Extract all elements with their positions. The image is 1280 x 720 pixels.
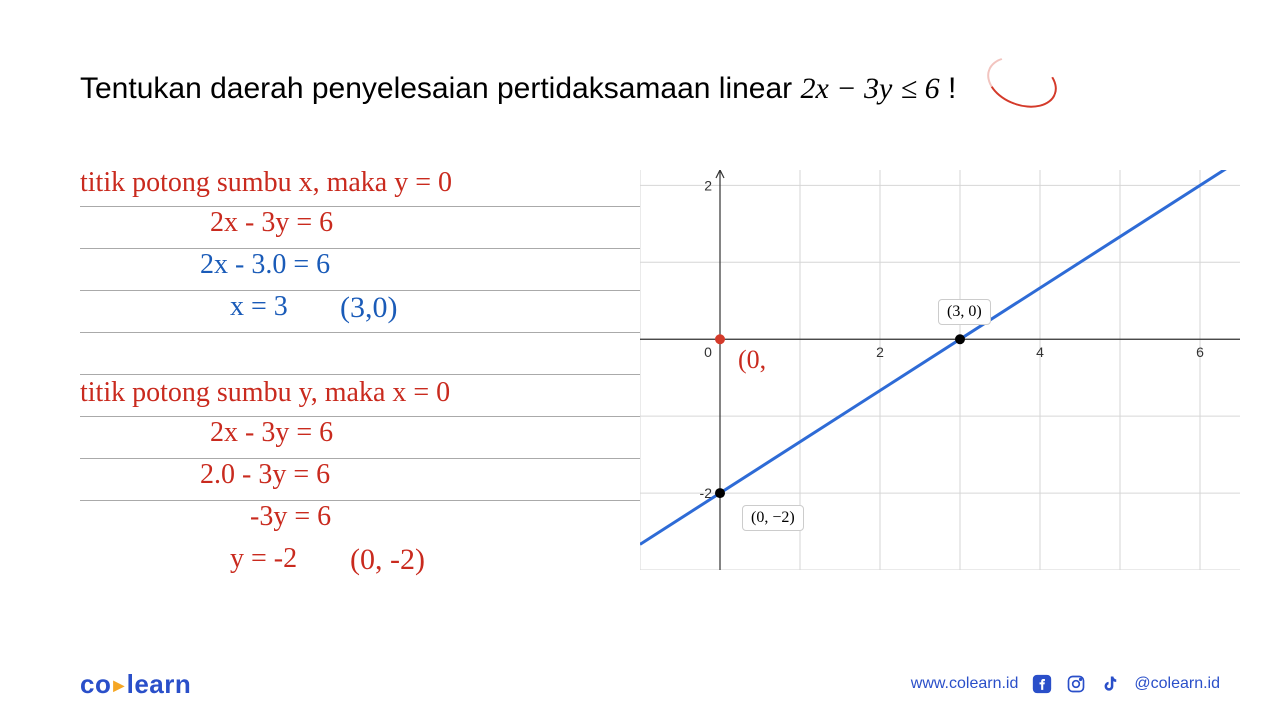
x-eq3b: (3,0) xyxy=(340,291,397,325)
y-eq3: -3y = 6 xyxy=(250,501,331,533)
footer: co▶learn www.colearn.id @colearn.id xyxy=(0,666,1280,702)
point-label: (3, 0) xyxy=(938,299,991,325)
brand-b: learn xyxy=(127,669,192,699)
y-eq4b: (0, -2) xyxy=(350,543,425,577)
brand-logo: co▶learn xyxy=(80,669,191,700)
equation-lhs: 2x − 3y xyxy=(800,72,892,105)
footer-url: www.colearn.id xyxy=(911,675,1019,693)
x-eq1: 2x - 3y = 6 xyxy=(210,207,333,239)
question-prefix: Tentukan daerah penyelesaian pertidaksam… xyxy=(80,72,800,105)
graph-svg: 0246-22 xyxy=(640,170,1240,570)
y-eq2: 2.0 - 3y = 6 xyxy=(200,459,330,491)
x-eq2: 2x - 3.0 = 6 xyxy=(200,249,330,281)
svg-text:0: 0 xyxy=(704,344,712,360)
footer-right: www.colearn.id @colearn.id xyxy=(911,674,1220,694)
origin-annotation: (0, xyxy=(738,345,766,375)
brand-dot-icon: ▶ xyxy=(111,677,126,693)
graph: 0246-22 (3, 0)(0, −2) (0, xyxy=(640,170,1240,570)
point-label: (0, −2) xyxy=(742,505,804,531)
svg-text:4: 4 xyxy=(1036,344,1044,360)
equation-op: ≤ xyxy=(901,72,925,105)
work-area: titik potong sumbu x, maka y = 0 2x - 3y… xyxy=(80,165,640,585)
svg-text:2: 2 xyxy=(704,177,712,193)
tiktok-icon xyxy=(1100,674,1120,694)
instagram-icon xyxy=(1066,674,1086,694)
inequality-circle-annotation xyxy=(980,47,1064,117)
question-suffix: ! xyxy=(948,72,956,105)
x-intercept-title: titik potong sumbu x, maka y = 0 xyxy=(80,167,452,199)
y-eq1: 2x - 3y = 6 xyxy=(210,417,333,449)
brand-a: co xyxy=(80,669,111,699)
svg-text:6: 6 xyxy=(1196,344,1204,360)
x-eq3a: x = 3 xyxy=(230,291,288,323)
y-eq4a: y = -2 xyxy=(230,543,297,575)
footer-handle: @colearn.id xyxy=(1134,675,1220,693)
question-text: Tentukan daerah penyelesaian pertidaksam… xyxy=(80,72,956,106)
facebook-icon xyxy=(1032,674,1052,694)
y-intercept-title: titik potong sumbu y, maka x = 0 xyxy=(80,377,450,409)
equation-rhs: 6 xyxy=(925,72,940,105)
svg-text:2: 2 xyxy=(876,344,884,360)
